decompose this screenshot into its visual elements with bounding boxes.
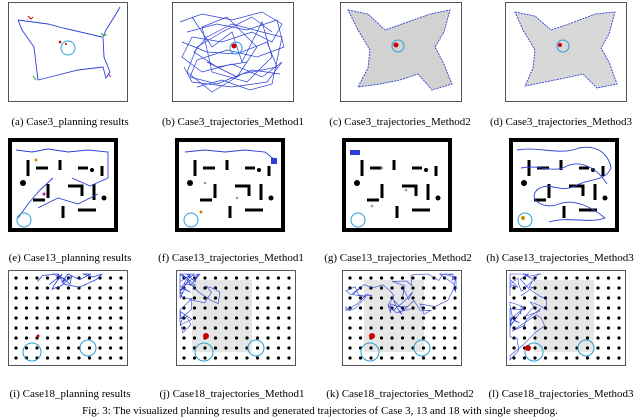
dot-grid-k — [342, 270, 462, 366]
caption-d: (d) Case3_trajectories_Method3 — [489, 116, 633, 128]
dot-grid-i — [8, 270, 128, 366]
panel-b-case3-method1 — [172, 2, 294, 102]
caption-a: (a) Case3_planning results — [11, 116, 129, 128]
caption-j: (j) Case18_trajectories_Method1 — [159, 388, 305, 400]
caption-f: (f) Case13_trajectories_Method1 — [158, 252, 304, 264]
panel-l-case18-method3 — [506, 270, 626, 366]
dot-grid-j — [176, 270, 296, 366]
panel-g-case13-method2 — [342, 138, 452, 232]
panel-h-case13-method3 — [509, 138, 619, 232]
caption-e: (e) Case13_planning results — [8, 252, 132, 264]
panel-i-case18-planning — [8, 270, 128, 366]
caption-l: (l) Case18_trajectories_Method3 — [488, 388, 634, 400]
caption-i: (i) Case18_planning results — [9, 388, 131, 400]
caption-h: (h) Case13_trajectories_Method3 — [486, 252, 634, 264]
panel-d-case3-method3 — [505, 2, 627, 102]
panel-e-case13-planning — [8, 138, 118, 232]
caption-c: (c) Case3_trajectories_Method2 — [329, 116, 471, 128]
caption-k: (k) Case18_trajectories_Method2 — [326, 388, 474, 400]
panel-f-case13-method1 — [175, 138, 285, 232]
panel-j-case18-method1 — [176, 270, 296, 366]
panel-c-case3-method2 — [340, 2, 462, 102]
caption-g: (g) Case13_trajectories_Method2 — [324, 252, 472, 264]
panel-a-case3-planning — [8, 2, 128, 102]
panel-k-case18-method2 — [342, 270, 462, 366]
caption-b: (b) Case3_trajectories_Method1 — [161, 116, 305, 128]
figure-caption: Fig. 3: The visualized planning results … — [82, 405, 558, 417]
dot-grid-l — [506, 270, 626, 366]
